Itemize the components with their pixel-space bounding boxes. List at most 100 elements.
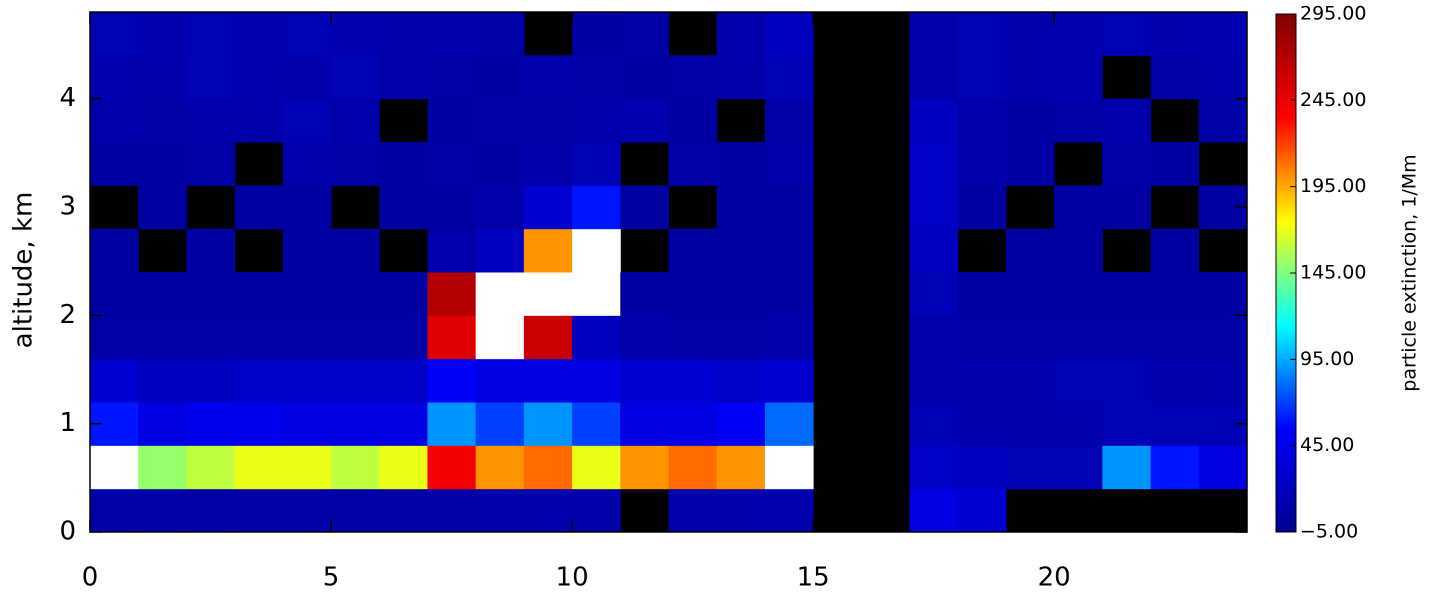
colorbar-tick-label: 195.00 <box>1300 175 1366 197</box>
heat-cell <box>957 98 1007 143</box>
y-tick-label: 4 <box>59 83 76 113</box>
heat-cell <box>282 402 332 446</box>
heat-cell <box>1054 358 1103 403</box>
heat-cell <box>331 98 380 143</box>
heat-cell <box>764 185 814 230</box>
heat-cell <box>1005 55 1055 100</box>
heat-cell <box>186 358 236 403</box>
heat-cell <box>90 142 139 186</box>
heat-cell <box>572 98 621 143</box>
heat-cell <box>282 55 332 100</box>
heat-cell <box>620 98 669 143</box>
heat-cell <box>331 445 380 490</box>
heat-cell <box>620 402 669 446</box>
heat-cell <box>379 488 428 533</box>
heat-cell <box>523 402 573 446</box>
heat-cell <box>186 445 236 490</box>
heat-cell <box>331 315 380 360</box>
heat-cell <box>668 315 718 360</box>
heat-cell <box>1102 272 1152 316</box>
heat-cell <box>427 98 477 143</box>
heat-cell <box>620 55 669 100</box>
heat-cell <box>909 12 959 56</box>
heat-cell <box>1198 272 1248 316</box>
heat-cell <box>186 142 236 186</box>
y-axis-label: altitude, km <box>9 192 39 349</box>
heat-cell <box>282 98 332 143</box>
heat-cell <box>1005 142 1055 186</box>
heat-cell <box>331 12 380 56</box>
heat-cell <box>1150 402 1200 446</box>
heat-cell <box>909 55 959 100</box>
heat-cell <box>716 488 766 533</box>
heat-cell <box>620 185 669 230</box>
heat-cell <box>90 55 139 100</box>
heat-cell <box>716 402 766 446</box>
colorbar-tick-label: −5.00 <box>1300 521 1358 543</box>
heat-cell <box>427 358 477 403</box>
heat-cell <box>957 488 1007 533</box>
heat-cell <box>957 445 1007 490</box>
heat-cell <box>572 272 621 316</box>
heat-cell <box>523 272 573 316</box>
heat-cell <box>234 272 284 316</box>
heat-cell <box>668 402 718 446</box>
heat-cell <box>234 358 284 403</box>
heat-cell <box>620 315 669 360</box>
heat-cell <box>475 402 525 446</box>
heat-cell <box>909 142 959 186</box>
heat-cell <box>90 488 139 533</box>
heat-cell <box>234 98 284 143</box>
heat-cell <box>1005 98 1055 143</box>
heat-cell <box>668 445 718 490</box>
colorbar-tick-label: 245.00 <box>1300 89 1366 111</box>
heat-cell <box>331 228 380 273</box>
heat-cell <box>282 185 332 230</box>
heat-cell <box>331 142 380 186</box>
heat-cell <box>427 402 477 446</box>
heat-cell <box>572 402 621 446</box>
heat-cell <box>379 185 428 230</box>
heat-cell <box>523 55 573 100</box>
heat-cell <box>1150 228 1200 273</box>
heat-cell <box>427 12 477 56</box>
heat-cell <box>909 445 959 490</box>
heat-cell <box>957 272 1007 316</box>
heat-cell <box>1054 185 1103 230</box>
heat-cell <box>186 98 236 143</box>
heat-cell <box>1150 55 1200 100</box>
heat-cell <box>523 445 573 490</box>
heat-cell <box>475 98 525 143</box>
heat-cell <box>475 185 525 230</box>
heat-cell <box>909 358 959 403</box>
heat-cell <box>523 315 573 360</box>
heat-cell <box>1102 12 1152 56</box>
x-tick-label: 5 <box>323 563 340 593</box>
heat-cell <box>668 488 718 533</box>
heat-cell <box>1102 98 1152 143</box>
heat-cell <box>716 272 766 316</box>
y-tick-label: 3 <box>59 192 76 222</box>
heat-cell <box>331 402 380 446</box>
heat-cell <box>716 185 766 230</box>
x-tick-label: 0 <box>82 563 99 593</box>
heat-cell <box>764 228 814 273</box>
heat-cell <box>1005 315 1055 360</box>
heat-cell <box>234 185 284 230</box>
heat-cell <box>475 445 525 490</box>
heat-cell <box>379 315 428 360</box>
heat-cell <box>1054 12 1103 56</box>
heat-cell <box>668 55 718 100</box>
heat-cell <box>957 315 1007 360</box>
heat-cell <box>1054 272 1103 316</box>
heat-cell <box>572 358 621 403</box>
x-tick-label: 15 <box>797 563 830 593</box>
heat-cell <box>427 272 477 316</box>
heat-cell <box>764 358 814 403</box>
heat-cell <box>523 98 573 143</box>
heat-cell <box>282 358 332 403</box>
heat-cell <box>523 142 573 186</box>
heat-cell <box>234 402 284 446</box>
